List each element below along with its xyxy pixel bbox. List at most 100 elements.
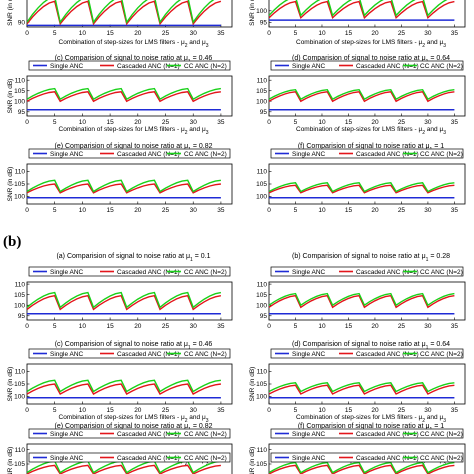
x-tick-label-b2-35: 35: [451, 323, 459, 330]
legend-box-f2: [270, 428, 464, 439]
x-tick-label-c1-30: 30: [190, 119, 198, 126]
x-tick-label-b2-15: 15: [345, 323, 353, 330]
x-tick-label-d2-0: 0: [267, 407, 271, 414]
legend-label-g2-0: Single ANC: [50, 455, 84, 462]
subplot-a1: 0 5 10 15 20 25 30 35 90 SNR (in dB) Combination o…: [7, 0, 233, 49]
plot-frame-b2: [268, 281, 466, 321]
legend-label-f2-1: Cascaded ANC (N=1): [356, 431, 419, 438]
series-cascaded-anc-a2: [27, 294, 222, 311]
legend-label-a2-1: Cascaded ANC (N=1): [117, 269, 180, 276]
y-tick-label-e1-100: 100: [14, 194, 25, 201]
y-tick-label-c2-110: 110: [15, 369, 26, 376]
x-tick-label-d1-25: 25: [398, 119, 406, 126]
x-axis-label-b1: Combination of step-sizes for LMS filter…: [296, 39, 446, 49]
x-tick-label-b2-0: 0: [267, 323, 271, 330]
x-tick-label-b1-30: 30: [424, 30, 432, 37]
x-tick-label-f1-5: 5: [294, 207, 298, 214]
legend-label-h2-1: Cascaded ANC (N=1): [356, 455, 419, 462]
x-tick-label-c1-10: 10: [79, 119, 87, 126]
y-tick-label-e1-105: 105: [14, 181, 25, 188]
x-tick-label-c1-5: 5: [53, 119, 57, 126]
x-tick-label-d2-10: 10: [318, 407, 326, 414]
section-label-b: (b): [3, 234, 21, 250]
x-tick-label-e1-10: 10: [79, 207, 87, 214]
y-axis-label-d2: SNR (in dB): [249, 367, 256, 402]
x-tick-label-b1-10: 10: [318, 30, 326, 37]
legend-box-f1: [270, 148, 464, 159]
legend-label-e2-2: CC ANC (N=2): [184, 431, 227, 438]
x-tick-label-c2-15: 15: [106, 407, 114, 414]
x-tick-label-d1-0: 0: [267, 119, 271, 126]
legend-label-g2-1: Cascaded ANC (N=1): [117, 455, 180, 462]
legend-label-e1-0: Single ANC: [50, 151, 84, 158]
legend-box-c2: [28, 348, 231, 359]
y-tick-label-c1-110: 110: [15, 77, 26, 84]
series-cascaded-anc-e2: [27, 464, 221, 474]
x-tick-label-b1-5: 5: [294, 30, 298, 37]
subplot-b2: (b) Comparision of signal to noise ratio…: [256, 253, 466, 330]
series-cc-anc-b2: [269, 292, 455, 307]
subplot-e2: (e) Comparision of signal to noise ratio…: [7, 423, 233, 474]
series-cascaded-anc-c1: [27, 91, 221, 103]
legend-label-c1-0: Single ANC: [50, 63, 84, 70]
legend-label-c2-0: Single ANC: [50, 351, 84, 358]
subplot-d1: (d) Comparision of signal to noise ratio…: [256, 55, 466, 136]
x-tick-label-b1-20: 20: [371, 30, 379, 37]
legend-label-b2-0: Single ANC: [292, 269, 326, 276]
y-tick-label-d1-110: 110: [257, 77, 268, 84]
y-tick-label-a2-105: 105: [14, 292, 25, 299]
x-axis-label-a1: Combination of step-sizes for LMS filter…: [59, 39, 209, 49]
legend-label-d2-2: CC ANC (N=2): [420, 351, 463, 358]
x-tick-label-f1-10: 10: [318, 207, 326, 214]
x-tick-label-b2-5: 5: [294, 323, 298, 330]
x-tick-label-a2-25: 25: [162, 323, 170, 330]
x-tick-label-c2-30: 30: [190, 407, 198, 414]
x-tick-label-a2-15: 15: [106, 323, 114, 330]
subplot-title-b2: (b) Comparision of signal to noise ratio…: [292, 253, 450, 263]
subplot-a2: (a) Comparision of signal to noise ratio…: [14, 253, 233, 330]
x-tick-label-d2-35: 35: [451, 407, 459, 414]
series-cascaded-anc-d1: [269, 91, 455, 103]
x-tick-label-c1-25: 25: [162, 119, 170, 126]
legend-label-a2-0: Single ANC: [50, 269, 84, 276]
y-tick-label-f2-105: 105: [256, 461, 267, 468]
legend-label-d2-1: Cascaded ANC (N=1): [356, 351, 419, 358]
series-cc-anc-b1: [269, 0, 448, 17]
legend-box-b2: [270, 266, 464, 277]
y-tick-label-f1-110: 110: [257, 169, 268, 176]
y-axis-label-e2: SNR (in dB): [7, 447, 14, 474]
series-cascaded-anc-b2: [269, 294, 455, 309]
legend-label-f2-2: CC ANC (N=2): [420, 431, 463, 438]
y-tick-label-a2-110: 110: [15, 281, 26, 288]
legend-label-h2-0: Single ANC: [292, 455, 326, 462]
plot-frame-b1: [268, 0, 466, 28]
subplot-f2: (f) Comparision of signal to noise ratio…: [249, 423, 466, 474]
x-tick-label-a1-10: 10: [79, 30, 87, 37]
series-cc-anc-f1: [269, 182, 455, 193]
x-tick-label-a2-0: 0: [25, 323, 29, 330]
y-tick-label-d2-100: 100: [256, 394, 267, 401]
legend-label-c1-1: Cascaded ANC (N=1): [117, 63, 180, 70]
legend-label-a2-2: CC ANC (N=2): [184, 269, 227, 276]
y-tick-label-c1-105: 105: [14, 88, 25, 95]
legend-box-a2: [28, 266, 231, 277]
x-tick-label-b1-35: 35: [451, 30, 459, 37]
legend-box-e1: [28, 148, 231, 159]
x-tick-label-d1-15: 15: [345, 119, 353, 126]
y-tick-label-f1-105: 105: [256, 181, 267, 188]
y-axis-label-e1: SNR (in dB): [7, 167, 14, 202]
y-tick-label-b1-95: 95: [260, 20, 268, 27]
x-tick-label-c1-35: 35: [217, 119, 225, 126]
x-tick-label-d1-10: 10: [318, 119, 326, 126]
series-cascaded-anc-f2: [269, 464, 455, 474]
x-tick-label-f1-15: 15: [345, 207, 353, 214]
x-tick-label-c1-20: 20: [134, 119, 142, 126]
y-axis-label-c1: SNR (in dB): [7, 79, 14, 114]
x-tick-label-d2-25: 25: [398, 407, 406, 414]
y-tick-label-e2-105: 105: [14, 461, 25, 468]
series-cascaded-anc-b1: [269, 0, 455, 20]
x-tick-label-f1-25: 25: [398, 207, 406, 214]
x-tick-label-d1-30: 30: [424, 119, 432, 126]
